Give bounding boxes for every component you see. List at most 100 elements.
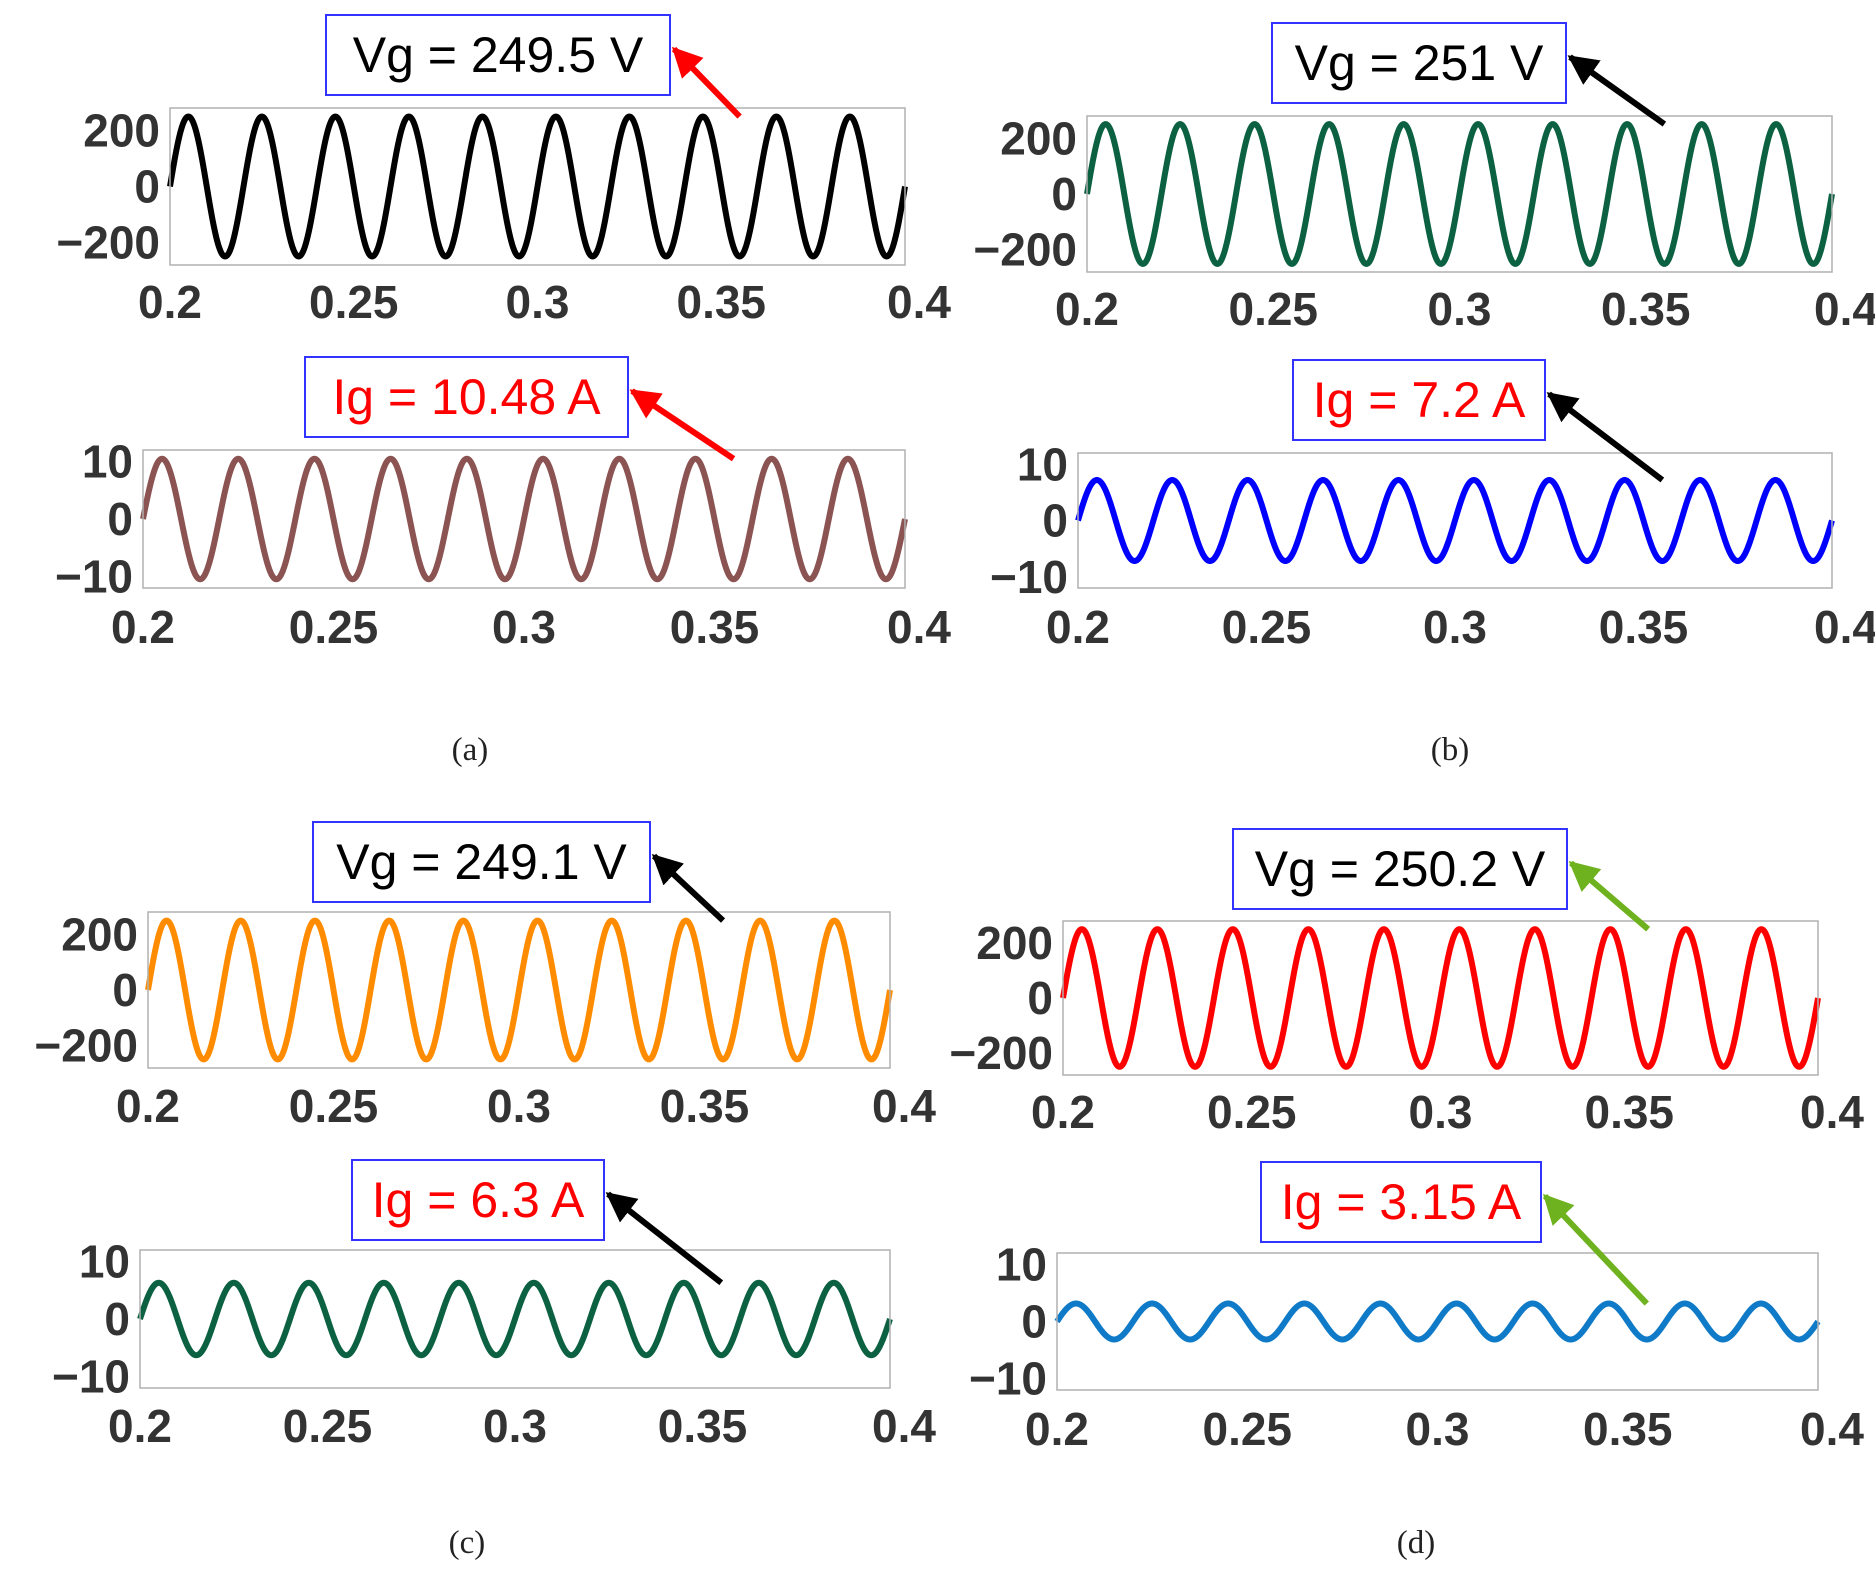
y-tick-label: 200 — [976, 917, 1053, 969]
ig-waveform — [137, 1279, 893, 1359]
x-tick-label: 0.3 — [1409, 1086, 1473, 1138]
x-tick-label: 0.2 — [138, 276, 202, 328]
y-tick-label: 200 — [83, 104, 160, 156]
annotation-label: Vg = 250.2 V — [1255, 841, 1546, 897]
annotation-box — [1271, 22, 1567, 104]
y-tick-label: 10 — [79, 1236, 130, 1288]
x-tick-label: 0.2 — [111, 601, 175, 653]
x-tick-label: 0.25 — [283, 1400, 373, 1452]
y-tick-label: −10 — [52, 1351, 130, 1403]
x-tick-label: 0.3 — [487, 1080, 551, 1132]
x-tick-label: 0.35 — [660, 1080, 750, 1132]
ig-axes: 100 −100.2 0.25 0.3 0.35 0.4 Ig = 10.48 A — [55, 356, 951, 653]
vg-waveform — [1084, 121, 1835, 267]
y-tick-label: 0 — [1051, 168, 1077, 220]
annotation-label: Ig = 7.2 A — [1313, 372, 1526, 428]
y-tick-label: 0 — [104, 1293, 130, 1345]
ig-axes: 100 −100.2 0.25 0.3 0.35 0.4 Ig = 6.3 A — [52, 1159, 936, 1452]
x-tick-label: 0.4 — [887, 276, 951, 328]
annotation-arrow — [1567, 54, 1667, 127]
x-tick-label: 0.25 — [289, 1080, 379, 1132]
x-tick-label: 0.3 — [492, 601, 556, 653]
x-tick-label: 0.4 — [1800, 1086, 1864, 1138]
x-tick-label: 0.25 — [1207, 1086, 1297, 1138]
y-tick-label: 0 — [134, 161, 160, 213]
x-tick-label: 0.3 — [1406, 1403, 1470, 1455]
annotation-box — [312, 821, 651, 903]
vg-waveform — [167, 113, 908, 260]
x-tick-label: 0.4 — [887, 601, 951, 653]
y-tick-label: 0 — [112, 964, 138, 1016]
x-tick-label: 0.35 — [1583, 1403, 1673, 1455]
y-tick-label: 10 — [996, 1238, 1047, 1290]
x-tick-label: 0.35 — [1601, 283, 1691, 335]
x-tick-label: 0.2 — [1025, 1403, 1089, 1455]
ig-waveform — [140, 455, 908, 583]
annotation-label: Vg = 251 V — [1295, 35, 1544, 91]
panel-caption: (d) — [1397, 1525, 1435, 1561]
annotation-box — [1232, 828, 1568, 910]
x-tick-label: 0.35 — [658, 1400, 748, 1452]
annotation-arrow — [605, 1191, 724, 1286]
x-tick-label: 0.25 — [309, 276, 399, 328]
axes-frame — [139, 1249, 891, 1389]
y-tick-label: 0 — [1042, 495, 1068, 547]
y-tick-label: 0 — [1021, 1296, 1047, 1348]
y-tick-label: −200 — [973, 224, 1077, 276]
annotation-box — [1260, 1161, 1542, 1243]
x-tick-label: 0.25 — [1228, 283, 1318, 335]
annotation-box — [325, 14, 671, 96]
x-tick-label: 0.2 — [1031, 1086, 1095, 1138]
x-tick-label: 0.3 — [1428, 283, 1492, 335]
annotation-box — [351, 1159, 605, 1241]
y-tick-label: 0 — [107, 493, 133, 545]
y-tick-label: 200 — [61, 908, 138, 960]
axes-frame — [147, 911, 891, 1069]
y-tick-label: −200 — [34, 1020, 138, 1072]
x-tick-label: 0.2 — [108, 1400, 172, 1452]
panel-caption: (b) — [1431, 732, 1469, 768]
x-tick-label: 0.35 — [670, 601, 760, 653]
annotation-arrow — [1542, 1193, 1649, 1306]
x-tick-label: 0.25 — [289, 601, 379, 653]
axes-frame — [169, 107, 906, 266]
panel-d: 200 0 −200 0.2 0.25 0.3 0.35 0.4 Vg = 250.2 V 10 0… — [949, 828, 1864, 1561]
x-tick-label: 0.2 — [116, 1080, 180, 1132]
annotation-label: Ig = 10.48 A — [332, 369, 601, 425]
axes-frame — [1077, 452, 1833, 589]
axes-frame — [1056, 1252, 1819, 1391]
annotation-arrow — [629, 388, 736, 462]
y-tick-label: −200 — [56, 217, 160, 269]
ig-axes: 100−100.2 0.25 0.3 0.35 0.4 Ig = 7.2 A — [990, 359, 1875, 653]
annotation-label: Vg = 249.5 V — [353, 27, 644, 83]
ig-waveform — [1075, 477, 1835, 564]
axes-frame — [142, 449, 906, 589]
annotation-box — [1292, 359, 1546, 441]
y-tick-label: 200 — [1000, 112, 1077, 164]
y-tick-label: −10 — [990, 551, 1068, 603]
x-tick-label: 0.4 — [1814, 283, 1875, 335]
y-tick-label: −200 — [949, 1027, 1053, 1079]
x-tick-label: 0.2 — [1055, 283, 1119, 335]
ig-axes: 10 0−100.2 0.25 0.3 0.35 0.4 Ig = 3.15 A — [969, 1161, 1864, 1455]
annotation-arrow — [671, 46, 742, 119]
panel-caption: (a) — [452, 732, 489, 768]
y-tick-label: −10 — [969, 1353, 1047, 1405]
axes-frame — [1062, 920, 1819, 1076]
annotation-box — [304, 356, 629, 438]
y-tick-label: 10 — [82, 436, 133, 488]
x-tick-label: 0.35 — [1599, 601, 1689, 653]
axes-frame — [1086, 115, 1833, 273]
vg-waveform — [145, 917, 893, 1063]
annotation-arrow — [1568, 860, 1651, 932]
x-tick-label: 0.4 — [872, 1400, 936, 1452]
annotation-arrow — [651, 853, 726, 923]
vg-waveform — [1060, 926, 1821, 1070]
